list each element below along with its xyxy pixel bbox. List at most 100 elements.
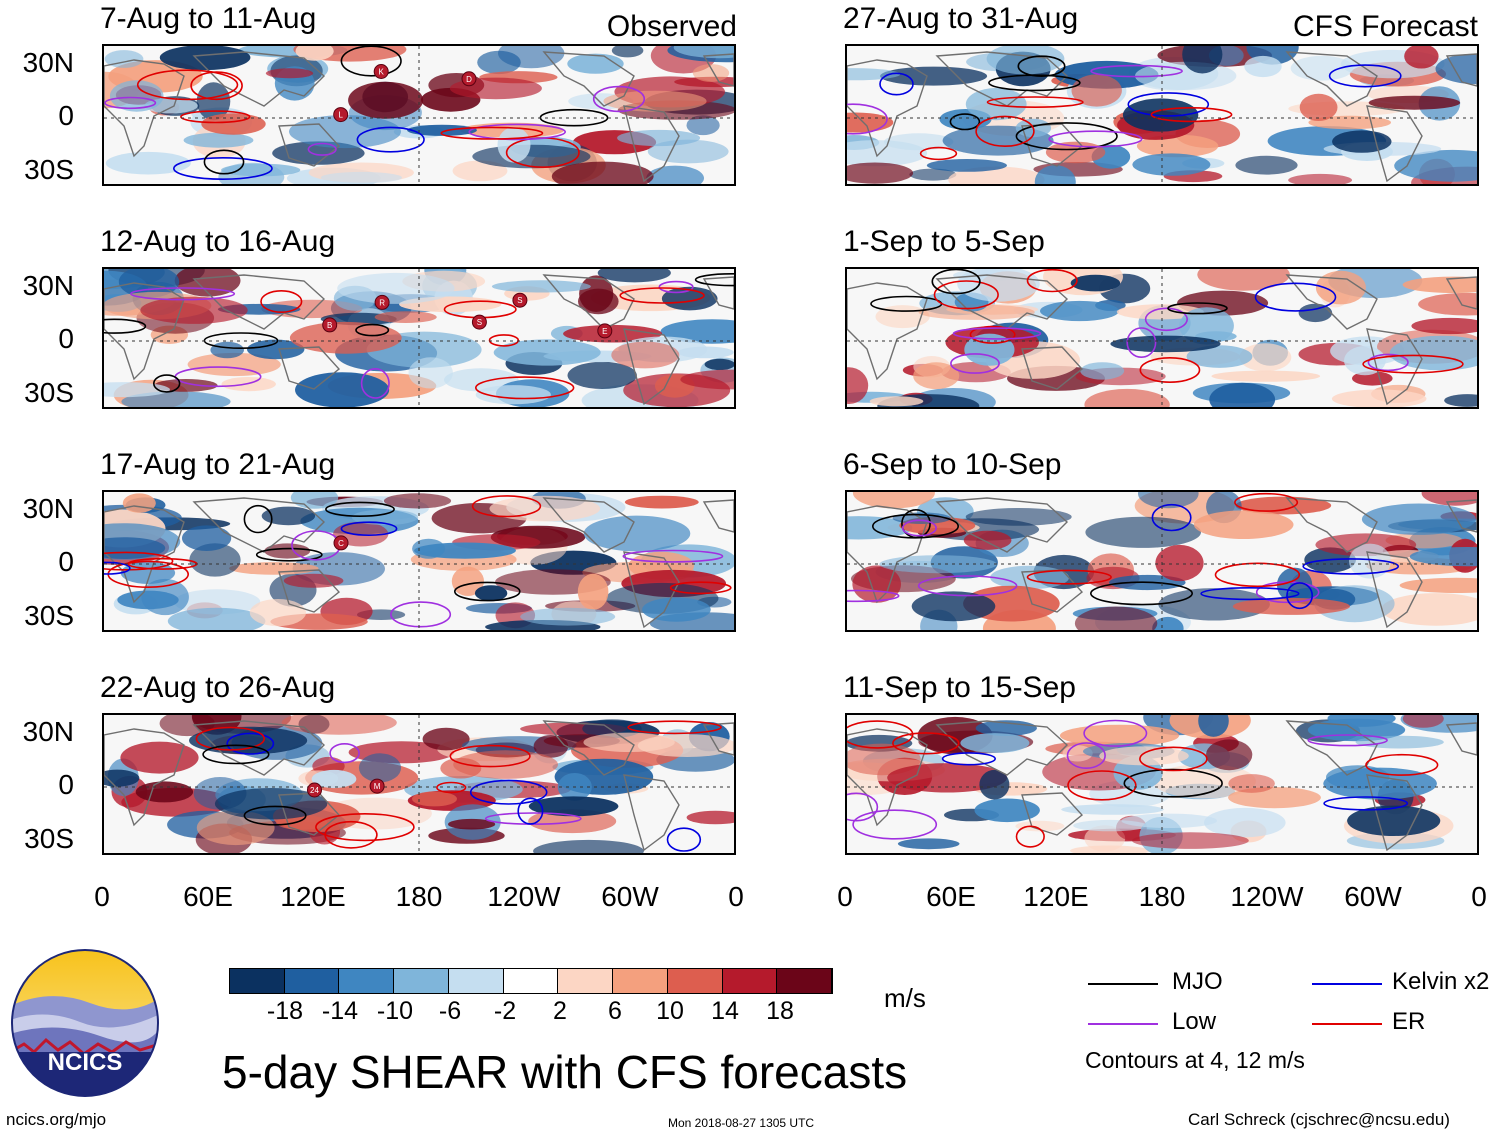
- shear-anomaly: [1444, 394, 1477, 407]
- lon-label-120w: 120W: [487, 881, 561, 912]
- shear-anomaly: [1288, 173, 1352, 184]
- shear-anomaly: [265, 68, 314, 79]
- shear-anomaly: [311, 769, 357, 789]
- shear-anomaly: [1138, 492, 1199, 509]
- colorbar-tick-label: 2: [553, 997, 567, 1025]
- svg-text:24: 24: [310, 786, 319, 795]
- contour-line: [104, 551, 174, 571]
- shear-anomaly: [1061, 804, 1164, 815]
- svg-text:K: K: [379, 68, 385, 77]
- footer-url[interactable]: ncics.org/mjo: [6, 1110, 107, 1129]
- shear-anomaly: [295, 372, 390, 407]
- map-panel: [845, 44, 1479, 186]
- shear-anomaly: [1409, 547, 1477, 567]
- contour-line: [471, 495, 542, 518]
- lat-label-30s: 30S: [24, 823, 74, 854]
- legend-note: Contours at 4, 12 m/s: [1085, 1047, 1305, 1073]
- lon-label-60e: 60E: [183, 881, 233, 912]
- svg-text:M: M: [374, 782, 381, 791]
- shear-anomaly: [374, 311, 437, 323]
- shear-anomaly: [1232, 597, 1350, 615]
- shear-anomaly: [498, 46, 565, 69]
- svg-text:L: L: [338, 111, 343, 120]
- shear-anomaly: [187, 352, 281, 377]
- colorbar-swatch: [448, 969, 504, 993]
- shear-anomaly: [210, 341, 244, 359]
- lon-label-60w: 60W: [601, 881, 659, 912]
- colorbar-tick-label: 18: [766, 997, 794, 1025]
- lat-label-30n: 30N: [22, 493, 74, 524]
- contour-line: [931, 269, 981, 295]
- contour-line: [619, 287, 705, 304]
- lon-label-120e: 120E: [280, 881, 346, 912]
- contour-line: [104, 561, 131, 575]
- shear-anomaly: [167, 607, 266, 630]
- legend-label-low: Low: [1172, 1008, 1217, 1035]
- shear-anomaly: [247, 339, 305, 360]
- shear-anomaly: [642, 597, 711, 622]
- shear-anomaly: [475, 385, 551, 405]
- contour-line: [1286, 582, 1314, 610]
- shear-anomaly: [109, 80, 164, 112]
- shear-anomaly: [1070, 845, 1150, 853]
- lat-label-eq: 0: [58, 100, 74, 131]
- lon-label-120w: 120W: [1230, 881, 1304, 912]
- colorbar-swatch: [558, 969, 614, 993]
- contour-line: [847, 720, 914, 749]
- contour-line: [202, 744, 270, 765]
- colorbar-tick-label: 10: [656, 997, 684, 1025]
- forecast-header: CFS Forecast: [1292, 10, 1478, 43]
- contour-line: [847, 589, 900, 603]
- shear-anomaly: [965, 508, 1072, 526]
- shear-anomaly: [453, 750, 558, 779]
- shear-anomaly: [960, 733, 1030, 753]
- shear-anomaly: [383, 493, 452, 509]
- contour-line: [315, 812, 415, 842]
- shear-anomaly: [1070, 274, 1121, 292]
- shear-anomaly: [551, 161, 654, 184]
- contour-line: [130, 287, 236, 301]
- contour-line: [1066, 742, 1106, 769]
- shear-anomaly: [847, 367, 869, 404]
- shear-anomaly: [1381, 593, 1477, 626]
- contour-line: [436, 781, 467, 794]
- shear-anomaly: [646, 165, 704, 184]
- shear-anomaly: [1298, 303, 1333, 323]
- contour-line: [917, 575, 1018, 597]
- contour-line: [969, 325, 1016, 344]
- shear-anomaly: [1404, 46, 1439, 69]
- contour-line: [1323, 796, 1409, 811]
- shear-anomaly: [1204, 807, 1286, 838]
- shear-anomaly: [563, 324, 663, 343]
- contour-line: [950, 353, 1000, 374]
- lon-label-0: 0: [1471, 881, 1487, 912]
- contour-line: [1048, 130, 1143, 148]
- shear-anomaly: [154, 379, 218, 392]
- contour-line: [847, 792, 879, 822]
- shear-anomaly: [1402, 715, 1444, 728]
- contour-line: [1307, 734, 1388, 747]
- panel-title-right-3: 6-Sep to 10-Sep: [843, 448, 1062, 481]
- contour-line: [1234, 492, 1299, 512]
- shear-anomaly: [1211, 370, 1321, 382]
- contour-line: [1026, 569, 1112, 585]
- lon-label-60e: 60E: [926, 881, 976, 912]
- shear-anomaly: [1080, 362, 1125, 380]
- shear-anomaly: [1206, 739, 1253, 771]
- shear-anomaly: [104, 769, 140, 787]
- lat-label-eq: 0: [58, 546, 74, 577]
- ncics-logo: NCICS: [10, 948, 160, 1098]
- shear-anomaly: [1152, 764, 1256, 799]
- contour-line: [1017, 55, 1066, 78]
- shear-anomaly: [117, 590, 179, 610]
- shear-anomaly: [847, 68, 901, 81]
- lon-label-180: 180: [395, 881, 443, 912]
- shear-anomaly: [135, 781, 194, 803]
- shear-anomaly: [1121, 813, 1217, 828]
- shear-anomaly: [1186, 345, 1253, 368]
- map-panel: [845, 713, 1479, 855]
- lat-label-30s: 30S: [24, 377, 74, 408]
- shear-anomaly: [911, 591, 996, 622]
- colorbar-swatch: [230, 969, 285, 993]
- shear-anomaly: [474, 585, 508, 602]
